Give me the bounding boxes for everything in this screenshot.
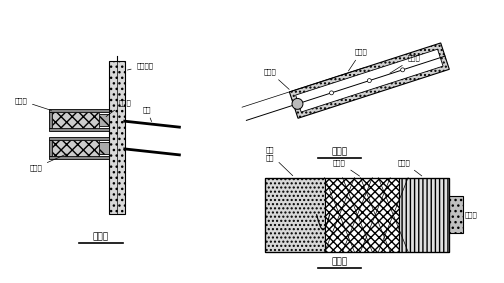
Circle shape xyxy=(292,98,303,109)
Text: 天然
土层: 天然 土层 xyxy=(266,147,293,176)
Text: 净浆层: 净浆层 xyxy=(29,154,67,171)
Text: 射浆管: 射浆管 xyxy=(106,99,132,117)
Text: 注浆管: 注浆管 xyxy=(465,211,478,218)
Text: 封口板: 封口板 xyxy=(264,68,289,89)
Circle shape xyxy=(367,79,371,83)
Bar xyxy=(52,140,99,156)
Polygon shape xyxy=(289,43,450,118)
Circle shape xyxy=(401,68,405,72)
Bar xyxy=(49,156,109,159)
Bar xyxy=(49,112,52,128)
Text: 混凝土: 混凝土 xyxy=(398,159,422,176)
Bar xyxy=(49,128,109,131)
Text: 营力筋: 营力筋 xyxy=(390,55,420,73)
Text: 封口板: 封口板 xyxy=(14,97,51,110)
Bar xyxy=(49,140,52,156)
Text: 前視图: 前視图 xyxy=(332,257,348,266)
Polygon shape xyxy=(296,49,443,112)
Bar xyxy=(325,178,399,252)
Bar xyxy=(399,178,449,252)
Text: 净浆层: 净浆层 xyxy=(333,159,359,176)
Bar xyxy=(49,109,109,112)
Bar xyxy=(109,61,124,214)
Text: 注浆管: 注浆管 xyxy=(348,48,367,71)
Bar xyxy=(99,114,109,126)
Bar xyxy=(265,178,449,252)
Bar xyxy=(265,178,325,252)
Bar xyxy=(49,137,109,140)
Bar xyxy=(52,112,99,128)
Text: 土钉图: 土钉图 xyxy=(332,147,348,156)
Circle shape xyxy=(330,91,334,95)
Text: 地坦图: 地坦图 xyxy=(93,233,109,242)
Text: 土钉: 土钉 xyxy=(143,106,152,122)
Bar xyxy=(99,142,109,154)
Bar xyxy=(449,196,463,233)
Text: 天然土层: 天然土层 xyxy=(128,63,154,70)
